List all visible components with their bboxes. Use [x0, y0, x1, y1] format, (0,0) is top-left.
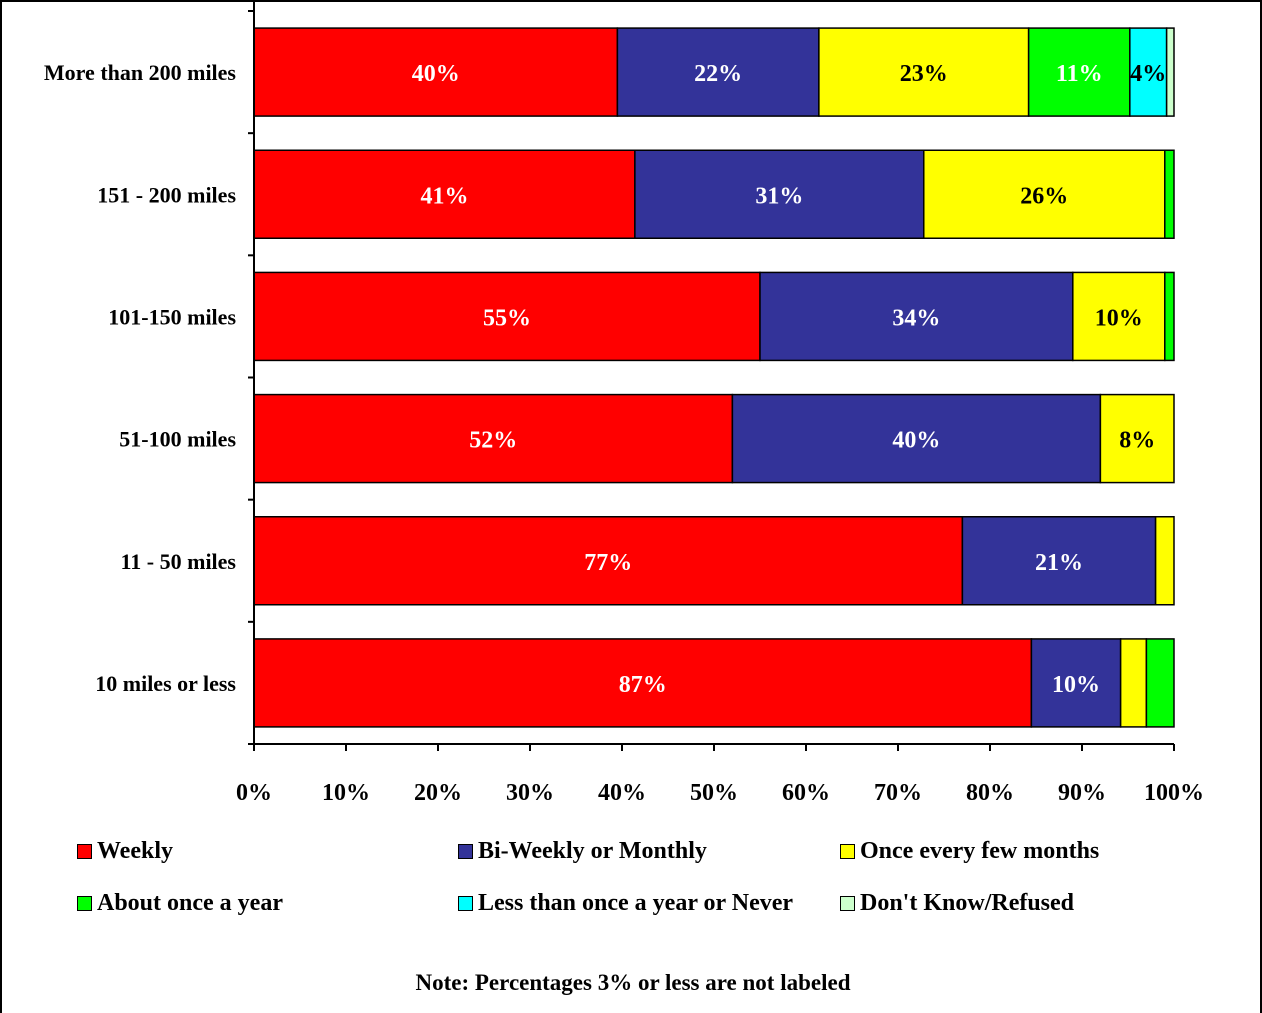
legend-item: Bi-Weekly or Monthly	[458, 838, 707, 865]
bar-segment-1-row-2	[253, 149, 636, 239]
bar-segment-5-row-1	[1129, 27, 1168, 117]
legend-item: Don't Know/Refused	[840, 890, 1074, 917]
data-label: 34%	[892, 305, 940, 331]
legend-swatch	[77, 896, 92, 911]
legend-item: Weekly	[77, 838, 173, 865]
x-tick-label: 0%	[236, 780, 272, 806]
bar-segment-4-row-1	[1027, 27, 1131, 117]
legend-swatch	[458, 844, 473, 859]
legend-swatch	[840, 844, 855, 859]
bar-segment-4-row-2	[1164, 149, 1175, 239]
category-label: 10 miles or less	[95, 671, 236, 696]
stacked-bar-chart: 40% 22% 23% 11% 4% More than 200 miles 41% 31% 2…	[44, 2, 1204, 806]
legend-swatch	[77, 844, 92, 859]
bar-segment-2-row-1	[616, 27, 820, 117]
data-label: 87%	[619, 672, 667, 698]
x-tick-label: 70%	[874, 780, 922, 806]
bar-segment-3-row-6	[1119, 638, 1148, 728]
category-label: More than 200 miles	[44, 60, 237, 85]
legend-item: Less than once a year or Never	[458, 890, 793, 917]
bar-segment-1-row-4	[253, 393, 734, 484]
data-label: 55%	[483, 305, 531, 331]
data-label: 11%	[1056, 61, 1103, 87]
legend-label: About once a year	[97, 890, 283, 916]
x-tick-label: 90%	[1058, 780, 1106, 806]
x-tick-label: 60%	[782, 780, 830, 806]
bar-segment-4-row-6	[1145, 638, 1175, 728]
x-tick-label: 50%	[690, 780, 738, 806]
bar-segment-2-row-4	[731, 393, 1102, 484]
data-label: 26%	[1020, 183, 1068, 209]
data-label: 40%	[412, 61, 460, 87]
chart-note: Note: Percentages 3% or less are not lab…	[415, 970, 851, 995]
bar-segment-6-row-1	[1165, 27, 1175, 117]
bar-segment-4-row-3	[1164, 271, 1175, 362]
category-label: 151 - 200 miles	[97, 182, 236, 207]
legend-label: Don't Know/Refused	[860, 890, 1075, 916]
x-tick-label: 40%	[598, 780, 646, 806]
data-label: 41%	[420, 183, 468, 209]
bar-segment-2-row-2	[634, 149, 925, 239]
data-label: 40%	[892, 428, 940, 454]
x-tick-label: 100%	[1144, 780, 1204, 806]
bar-segment-2-row-6	[1030, 638, 1122, 728]
data-label: 8%	[1119, 428, 1155, 454]
x-tick-label: 10%	[322, 780, 370, 806]
legend-label: Less than once a year or Never	[478, 890, 794, 916]
bar-segment-3-row-2	[923, 149, 1166, 239]
bar-segment-1-row-5	[253, 516, 964, 606]
data-label: 21%	[1035, 550, 1083, 576]
bar-segment-1-row-1	[253, 27, 619, 117]
data-label: 10%	[1095, 305, 1143, 331]
bar-segment-3-row-4	[1099, 393, 1175, 484]
legend-swatch	[458, 896, 473, 911]
data-label: 22%	[694, 61, 742, 87]
category-label: 11 - 50 miles	[121, 549, 237, 574]
bar-segment-1-row-6	[253, 638, 1033, 728]
legend-item: Once every few months	[840, 838, 1099, 865]
legend-label: Weekly	[97, 838, 173, 864]
x-tick-label: 20%	[414, 780, 462, 806]
category-label: 51-100 miles	[119, 427, 236, 452]
legend-item: About once a year	[77, 890, 283, 917]
bar-segment-2-row-5	[961, 516, 1157, 606]
legend-label: Once every few months	[860, 838, 1100, 864]
data-label: 4%	[1130, 61, 1166, 87]
x-tick-label: 80%	[966, 780, 1014, 806]
data-label: 31%	[755, 183, 803, 209]
data-label: 77%	[584, 550, 632, 576]
bar-segment-2-row-3	[759, 271, 1074, 362]
category-label: 101-150 miles	[108, 304, 236, 329]
bar-segment-3-row-5	[1154, 516, 1175, 606]
data-label: 52%	[469, 428, 517, 454]
legend-label: Bi-Weekly or Monthly	[478, 838, 707, 864]
data-label: 23%	[900, 61, 948, 87]
bar-segment-3-row-1	[818, 27, 1030, 117]
x-tick-label: 30%	[506, 780, 554, 806]
data-label: 10%	[1052, 672, 1100, 698]
legend-swatch	[840, 896, 855, 911]
